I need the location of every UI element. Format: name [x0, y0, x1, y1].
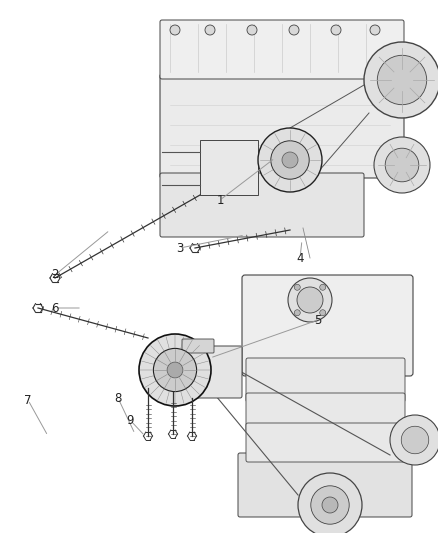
- Text: 9: 9: [126, 414, 134, 426]
- Circle shape: [294, 284, 300, 290]
- Circle shape: [170, 25, 180, 35]
- FancyBboxPatch shape: [246, 393, 405, 432]
- Circle shape: [294, 310, 300, 316]
- Text: 6: 6: [51, 302, 59, 314]
- Circle shape: [364, 42, 438, 118]
- Circle shape: [320, 310, 326, 316]
- Circle shape: [288, 278, 332, 322]
- Bar: [200, 140, 258, 195]
- Circle shape: [331, 25, 341, 35]
- Circle shape: [298, 473, 362, 533]
- FancyBboxPatch shape: [160, 20, 404, 79]
- Text: 4: 4: [296, 252, 304, 264]
- Text: 5: 5: [314, 313, 321, 327]
- Circle shape: [289, 25, 299, 35]
- Circle shape: [322, 497, 338, 513]
- Text: 3: 3: [177, 241, 184, 254]
- Circle shape: [390, 415, 438, 465]
- Text: 2: 2: [51, 269, 59, 281]
- FancyBboxPatch shape: [160, 173, 364, 237]
- Circle shape: [297, 287, 323, 313]
- FancyBboxPatch shape: [242, 275, 413, 376]
- Text: 8: 8: [114, 392, 122, 405]
- Circle shape: [320, 284, 326, 290]
- Circle shape: [374, 137, 430, 193]
- Circle shape: [167, 362, 183, 378]
- Circle shape: [282, 152, 298, 168]
- Text: 1: 1: [216, 193, 224, 206]
- Circle shape: [153, 349, 197, 392]
- Circle shape: [247, 25, 257, 35]
- FancyBboxPatch shape: [238, 453, 412, 517]
- Circle shape: [258, 128, 322, 192]
- FancyBboxPatch shape: [182, 339, 214, 353]
- Circle shape: [205, 25, 215, 35]
- Circle shape: [139, 334, 211, 406]
- FancyBboxPatch shape: [160, 74, 404, 178]
- FancyBboxPatch shape: [246, 423, 405, 462]
- Circle shape: [311, 486, 349, 524]
- Circle shape: [271, 141, 309, 179]
- Circle shape: [385, 148, 419, 182]
- Circle shape: [401, 426, 429, 454]
- FancyBboxPatch shape: [246, 358, 405, 402]
- FancyBboxPatch shape: [178, 346, 242, 398]
- Circle shape: [377, 55, 427, 104]
- Circle shape: [370, 25, 380, 35]
- Text: 7: 7: [24, 393, 32, 407]
